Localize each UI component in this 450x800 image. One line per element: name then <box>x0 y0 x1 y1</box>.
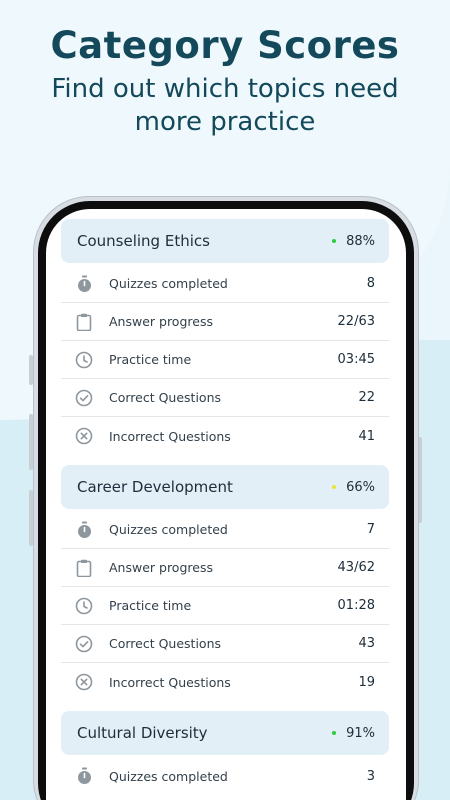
stat-label: Correct Questions <box>109 390 222 405</box>
category-header[interactable]: Cultural Diversity 91% <box>61 711 389 755</box>
stat-label: Practice time <box>109 352 192 367</box>
stat-row-progress: Answer progress 43/62 <box>61 549 389 587</box>
stat-value: 19 <box>358 674 375 690</box>
stat-value: 22 <box>358 390 375 405</box>
clock-icon <box>75 597 93 615</box>
category-title: Cultural Diversity <box>77 724 208 742</box>
stat-row-correct: Correct Questions 22 <box>61 379 389 417</box>
hero: Category Scores Find out which topics ne… <box>0 0 450 139</box>
check-circle-icon <box>75 389 93 407</box>
x-circle-icon <box>75 427 93 445</box>
phone-frame: Counseling Ethics 88% Quizzes completed 8 An… <box>33 196 419 800</box>
status-dot <box>332 485 337 489</box>
category-title: Counseling Ethics <box>77 232 210 250</box>
category-header[interactable]: Career Development 66% <box>61 465 389 509</box>
category-card: Cultural Diversity 91% Quizzes completed 3 <box>61 711 389 795</box>
stat-label: Incorrect Questions <box>109 428 231 444</box>
category-list: Counseling Ethics 88% Quizzes completed 8 An… <box>61 219 389 800</box>
stat-value: 8 <box>366 276 375 291</box>
stat-value: 43 <box>358 636 375 651</box>
stat-value: 22/63 <box>337 314 375 329</box>
stat-row-quizzes: Quizzes completed 3 <box>61 757 389 795</box>
category-percent: 91% <box>346 725 375 741</box>
stopwatch-icon <box>75 275 93 293</box>
stat-value: 7 <box>366 522 375 537</box>
category-card: Career Development 66% Quizzes completed 7 A… <box>61 465 389 701</box>
stats-list: Quizzes completed 7 Answer progress 43/62 Pr… <box>61 509 389 701</box>
stat-label: Quizzes completed <box>109 768 228 784</box>
page-title: Category Scores <box>50 24 400 67</box>
stat-row-incorrect: Incorrect Questions 19 <box>61 663 389 701</box>
stopwatch-icon <box>75 521 93 539</box>
phone-volume-down-button <box>29 490 33 546</box>
stat-value: 43/62 <box>337 560 375 575</box>
category-card: Counseling Ethics 88% Quizzes completed 8 An… <box>61 219 389 455</box>
status-dot <box>332 239 337 243</box>
stat-label: Correct Questions <box>109 636 222 651</box>
stat-value: 41 <box>358 428 375 444</box>
category-header[interactable]: Counseling Ethics 88% <box>61 219 389 263</box>
stat-label: Answer progress <box>109 314 213 329</box>
x-circle-icon <box>75 673 93 691</box>
stat-value: 03:45 <box>337 352 375 367</box>
stat-row-time: Practice time 03:45 <box>61 341 389 379</box>
clipboard-icon <box>75 559 93 577</box>
stat-label: Answer progress <box>109 560 213 575</box>
stat-row-quizzes: Quizzes completed 7 <box>61 511 389 549</box>
page-subtitle: Find out which topics need more practice <box>51 74 399 137</box>
stat-row-quizzes: Quizzes completed 8 <box>61 265 389 303</box>
stat-label: Quizzes completed <box>109 522 228 537</box>
stat-value: 01:28 <box>337 598 375 613</box>
phone-bezel: Counseling Ethics 88% Quizzes completed 8 An… <box>38 201 414 800</box>
clock-icon <box>75 351 93 369</box>
stats-list: Quizzes completed 3 <box>61 755 389 795</box>
phone-screen: Counseling Ethics 88% Quizzes completed 8 An… <box>46 209 406 800</box>
stat-row-incorrect: Incorrect Questions 41 <box>61 417 389 455</box>
category-title: Career Development <box>77 478 233 496</box>
check-circle-icon <box>75 635 93 653</box>
clipboard-icon <box>75 313 93 331</box>
stat-row-time: Practice time 01:28 <box>61 587 389 625</box>
stopwatch-icon <box>75 767 93 785</box>
category-percent: 88% <box>346 233 375 249</box>
stat-label: Practice time <box>109 598 192 613</box>
phone-volume-up-button <box>29 414 33 470</box>
status-dot <box>332 731 337 735</box>
phone-mute-button <box>29 355 33 385</box>
stats-list: Quizzes completed 8 Answer progress 22/63 Pr… <box>61 263 389 455</box>
stat-label: Incorrect Questions <box>109 674 231 690</box>
stat-row-progress: Answer progress 22/63 <box>61 303 389 341</box>
phone-power-button <box>418 437 422 523</box>
stat-value: 3 <box>366 768 375 784</box>
stat-label: Quizzes completed <box>109 276 228 291</box>
stat-row-correct: Correct Questions 43 <box>61 625 389 663</box>
category-percent: 66% <box>346 479 375 495</box>
